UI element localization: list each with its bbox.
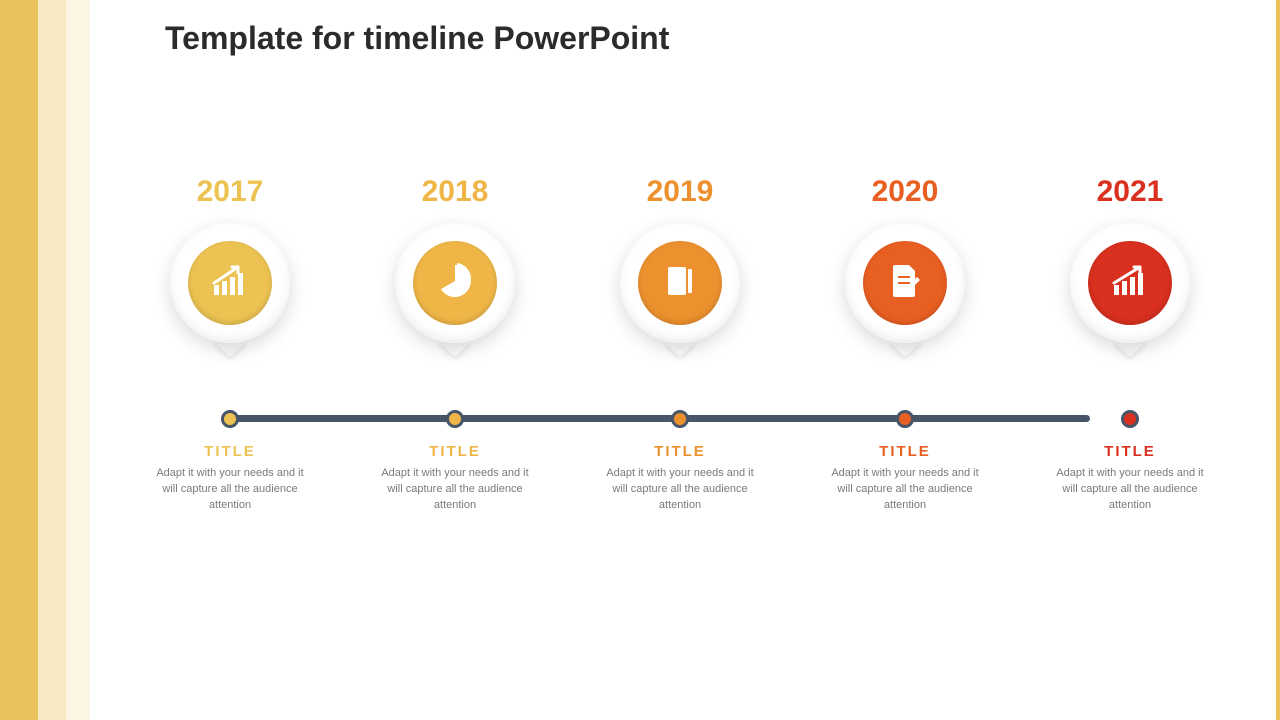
- icon-badge: [1088, 241, 1172, 325]
- pin-marker: [395, 223, 515, 373]
- axis-dot: [671, 410, 689, 428]
- decor-stripe-2: [38, 0, 66, 720]
- icon-badge: [863, 241, 947, 325]
- axis-dot: [446, 410, 464, 428]
- item-title: TITLE: [595, 443, 765, 460]
- icon-badge: [188, 241, 272, 325]
- axis-dot: [896, 410, 914, 428]
- pie-icon: [435, 261, 475, 306]
- timeline-item: 2019 TITLE Adapt it with your needs and …: [595, 175, 765, 514]
- decor-stripe-3: [66, 0, 90, 720]
- decor-stripe-1: [0, 0, 38, 720]
- timeline-year: 2020: [820, 175, 990, 209]
- timeline-year: 2017: [145, 175, 315, 209]
- timeline-year: 2019: [595, 175, 765, 209]
- item-title: TITLE: [145, 443, 315, 460]
- timeline-item: 2021 TITLE Adapt it with your needs and …: [1045, 175, 1215, 514]
- timeline-item: 2018 TITLE Adapt it with your needs and …: [370, 175, 540, 514]
- slide: Template for timeline PowerPoint 2017 TI…: [0, 0, 1280, 720]
- icon-badge: [413, 241, 497, 325]
- axis-dot: [1121, 410, 1139, 428]
- item-desc: Adapt it with your needs and it will cap…: [830, 466, 980, 514]
- timeline-item: 2017 TITLE Adapt it with your needs and …: [145, 175, 315, 514]
- bar-arrow-icon: [1110, 261, 1150, 306]
- pin-marker: [170, 223, 290, 373]
- item-desc: Adapt it with your needs and it will cap…: [1055, 466, 1205, 514]
- icon-badge: [638, 241, 722, 325]
- pin-marker: [845, 223, 965, 373]
- decor-stripe-right: [1276, 0, 1280, 720]
- item-title: TITLE: [370, 443, 540, 460]
- item-desc: Adapt it with your needs and it will cap…: [605, 466, 755, 514]
- timeline-item: 2020 TITLE Adapt it with your needs and …: [820, 175, 990, 514]
- timeline-year: 2021: [1045, 175, 1215, 209]
- item-desc: Adapt it with your needs and it will cap…: [155, 466, 305, 514]
- page-title: Template for timeline PowerPoint: [165, 20, 669, 57]
- timeline: 2017 TITLE Adapt it with your needs and …: [180, 175, 1140, 595]
- notebook-icon: [660, 261, 700, 306]
- pin-marker: [620, 223, 740, 373]
- timeline-year: 2018: [370, 175, 540, 209]
- axis-dot: [221, 410, 239, 428]
- item-desc: Adapt it with your needs and it will cap…: [380, 466, 530, 514]
- pin-marker: [1070, 223, 1190, 373]
- bar-arrow-icon: [210, 261, 250, 306]
- item-title: TITLE: [820, 443, 990, 460]
- item-title: TITLE: [1045, 443, 1215, 460]
- doc-edit-icon: [885, 261, 925, 306]
